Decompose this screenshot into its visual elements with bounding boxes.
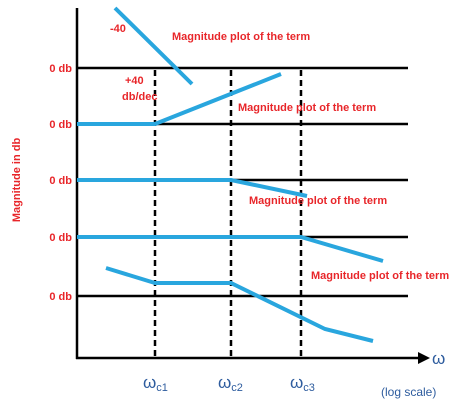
magnitude-line bbox=[77, 235, 384, 263]
subscript: c2 bbox=[231, 382, 243, 394]
symbol: ω bbox=[218, 373, 231, 392]
corner-frequency: ωc3 bbox=[290, 373, 315, 394]
zero-label: 0 db bbox=[49, 232, 72, 244]
magnitude-line bbox=[77, 178, 308, 198]
zero-label: 0 db bbox=[49, 175, 72, 187]
symbol: ω bbox=[143, 373, 156, 392]
x-axis-symbol: ω bbox=[432, 349, 445, 368]
zero-label: 0 db bbox=[49, 291, 72, 303]
plot-label: Magnitude plot of the term bbox=[311, 270, 449, 282]
corner-frequency: ωc2 bbox=[218, 373, 243, 394]
magnitude-line bbox=[105, 266, 374, 343]
plot-label: Magnitude plot of the term bbox=[172, 31, 310, 43]
subscript: c1 bbox=[156, 382, 168, 394]
magnitude-line bbox=[77, 72, 282, 126]
y-axis-label: Magnitude in db bbox=[11, 138, 23, 223]
slope-label: -40 bbox=[110, 23, 126, 35]
zero-label: 0 db bbox=[49, 63, 72, 75]
magnitude-line bbox=[113, 6, 194, 86]
slope-label: +40 bbox=[125, 75, 144, 87]
corner-frequency: ωc1 bbox=[143, 373, 168, 394]
x-axis-note: (log scale) bbox=[381, 385, 436, 399]
slope-label: db/dec bbox=[122, 91, 157, 103]
axis-arrow bbox=[418, 352, 430, 364]
plot-label: Magnitude plot of the term bbox=[249, 195, 387, 207]
subscript: c3 bbox=[303, 382, 315, 394]
symbol: ω bbox=[290, 373, 303, 392]
plot-label: Magnitude plot of the term bbox=[238, 102, 376, 114]
zero-label: 0 db bbox=[49, 119, 72, 131]
